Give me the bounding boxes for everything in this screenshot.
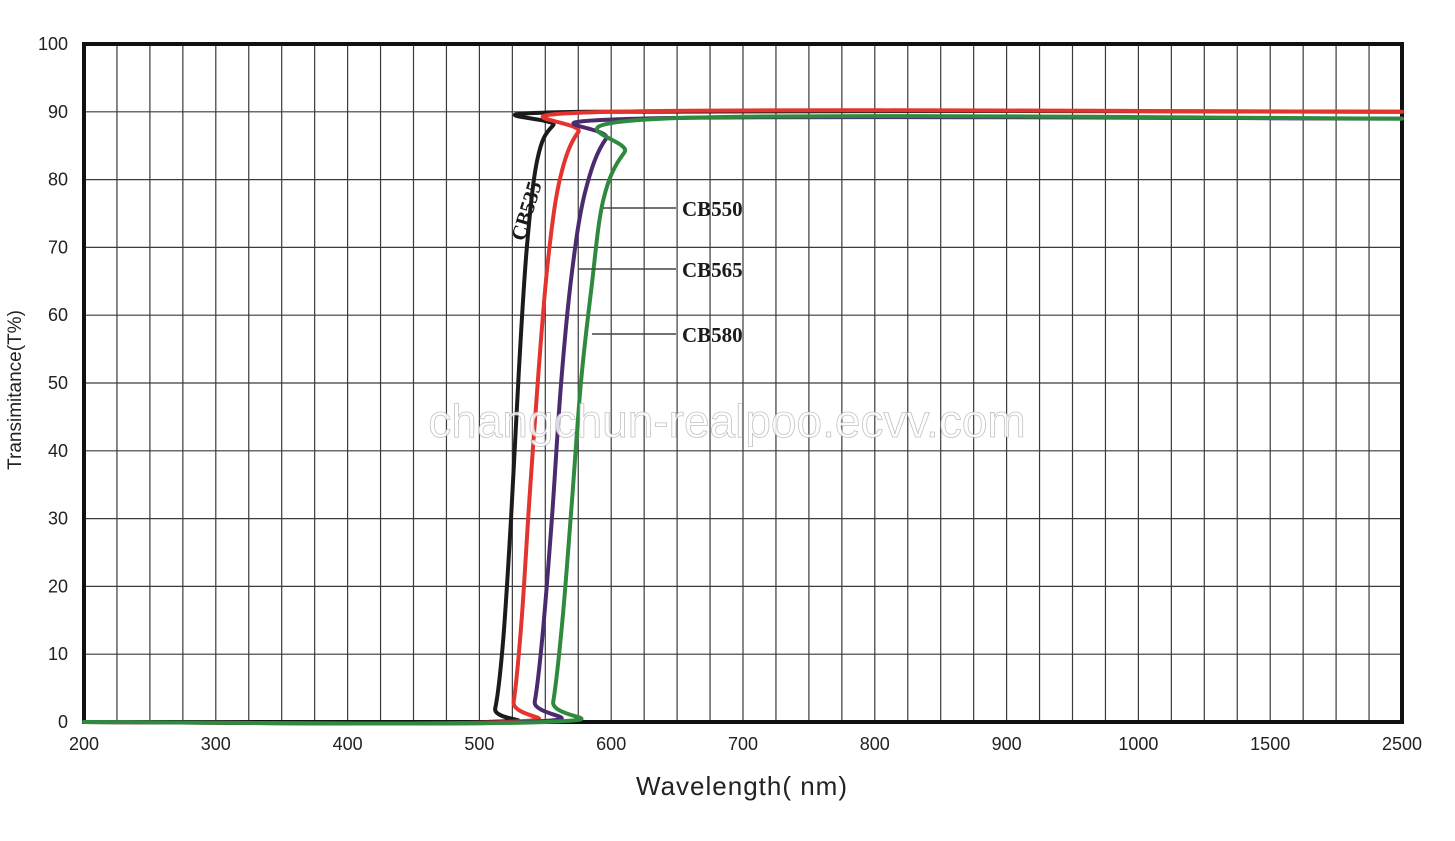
- x-tick-labels: 200 300 400 500 600 700 800 900 1000 1500 2500: [69, 734, 1422, 754]
- y-tick-label: 60: [48, 305, 68, 325]
- y-tick-label: 40: [48, 441, 68, 461]
- annotation-cb580: CB580: [682, 323, 743, 347]
- x-tick-label: 300: [201, 734, 231, 754]
- y-tick-label: 10: [48, 644, 68, 664]
- grid: [84, 44, 1402, 722]
- y-tick-label: 0: [58, 712, 68, 732]
- y-tick-labels: 0 10 20 30 40 50 60 70 80 90 100: [38, 34, 68, 732]
- y-tick-label: 90: [48, 102, 68, 122]
- y-axis-title: Transimitance(T%): [5, 310, 26, 470]
- y-tick-label: 70: [48, 237, 68, 257]
- x-tick-label: 1500: [1250, 734, 1290, 754]
- y-tick-label: 30: [48, 509, 68, 529]
- series-line-cb580: [82, 114, 1404, 726]
- x-tick-label: 200: [69, 734, 99, 754]
- x-tick-label: 900: [992, 734, 1022, 754]
- y-tick-label: 20: [48, 576, 68, 596]
- series-curves: [82, 108, 1404, 726]
- y-tick-label: 100: [38, 34, 68, 54]
- y-tick-label: 80: [48, 170, 68, 190]
- annotation-cb565: CB565: [682, 258, 743, 282]
- x-tick-label: 500: [464, 734, 494, 754]
- x-axis-title: Wavelength( nm): [636, 771, 848, 801]
- x-tick-label: 1000: [1118, 734, 1158, 754]
- y-tick-label: 50: [48, 373, 68, 393]
- x-tick-label: 800: [860, 734, 890, 754]
- x-tick-label: 700: [728, 734, 758, 754]
- plot-frame: [82, 42, 1404, 724]
- annotation-cb550: CB550: [682, 197, 743, 221]
- watermark-text: changchun-realpoo.ecvv.com: [428, 395, 1025, 447]
- x-tick-label: 600: [596, 734, 626, 754]
- x-tick-label: 2500: [1382, 734, 1422, 754]
- x-tick-label: 400: [333, 734, 363, 754]
